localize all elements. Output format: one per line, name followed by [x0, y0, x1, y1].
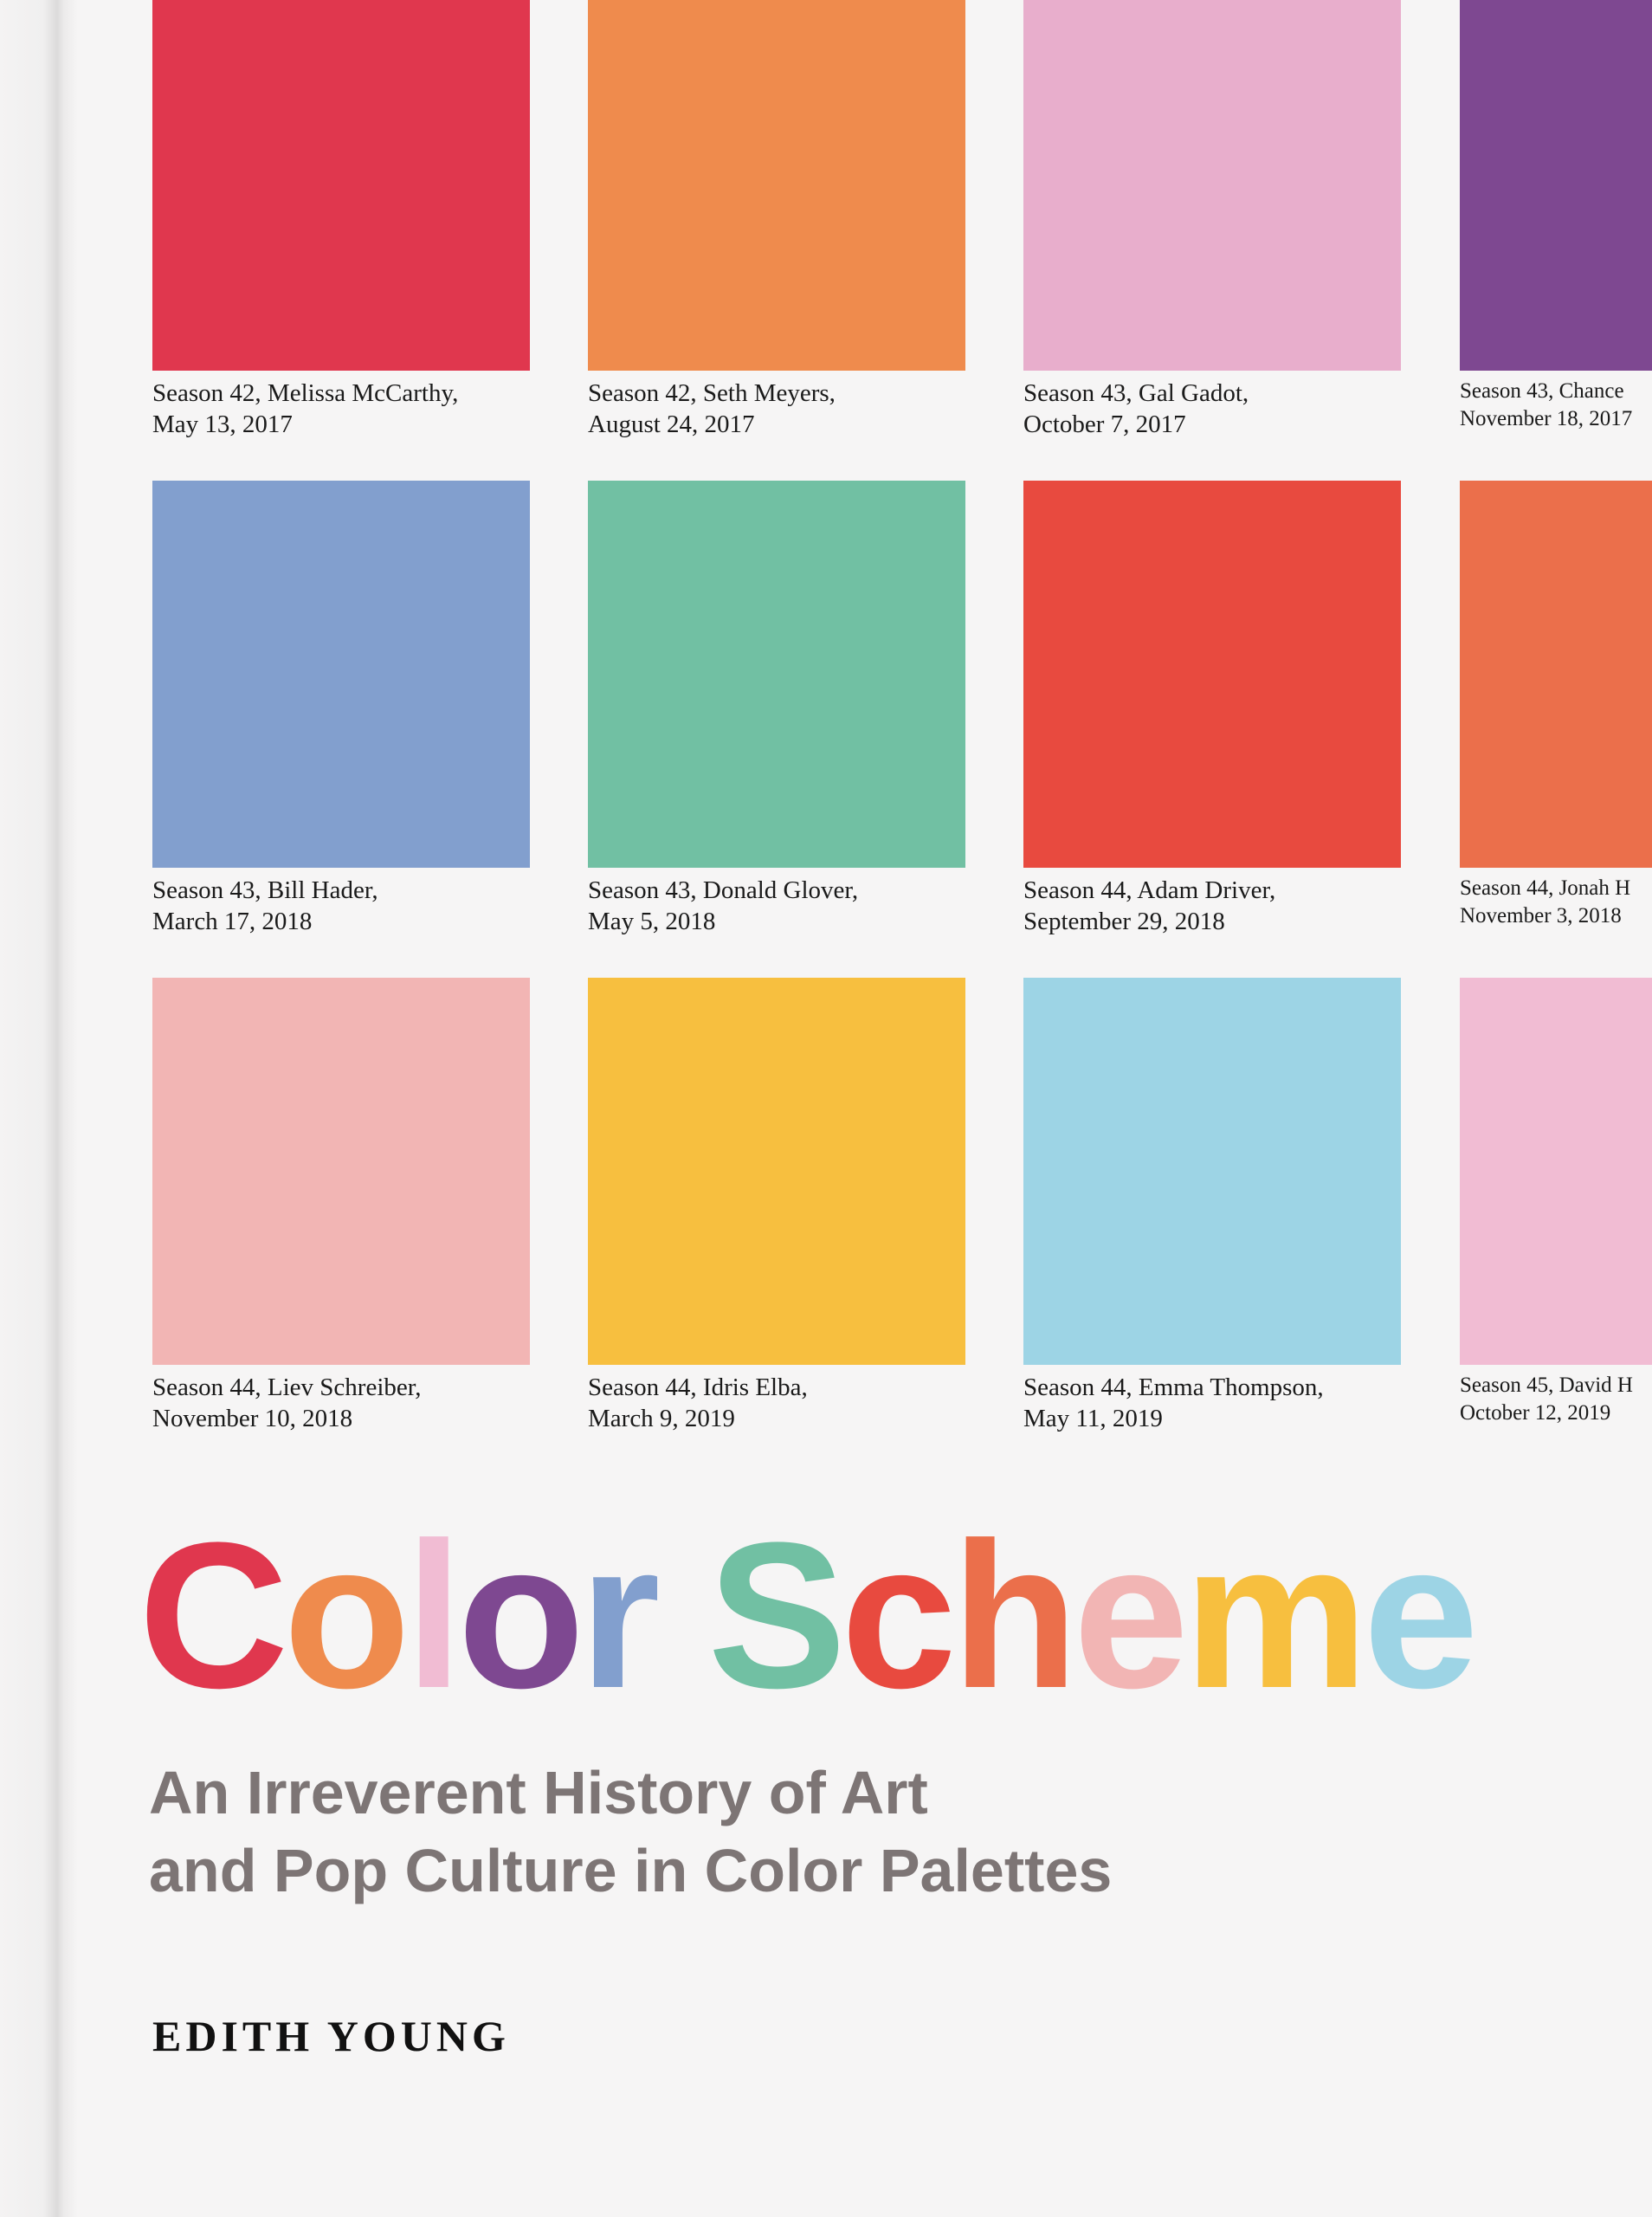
swatch-caption: Season 44, Adam Driver, September 29, 201… [1023, 875, 1439, 937]
caption-line: Season 43, Gal Gadot, [1023, 379, 1249, 407]
swatch-caption: Season 43, Donald Glover, May 5, 2018 [588, 875, 1003, 937]
caption-line: March 9, 2019 [588, 1405, 735, 1432]
color-swatch [152, 0, 530, 371]
title-letter: m [1183, 1499, 1368, 1731]
book-spine-shadow [0, 0, 78, 2217]
swatch-caption: Season 43, Chance November 18, 2017 [1460, 378, 1652, 433]
caption-line: Season 45, David H [1460, 1374, 1633, 1397]
swatch-caption: Season 44, Idris Elba, March 9, 2019 [588, 1372, 1003, 1434]
swatch-caption: Season 42, Seth Meyers, August 24, 2017 [588, 378, 1003, 440]
title-letter [655, 1499, 708, 1731]
caption-line: Season 43, Donald Glover, [588, 876, 859, 904]
caption-line: November 3, 2018 [1460, 904, 1622, 928]
caption-line: October 12, 2019 [1460, 1401, 1611, 1425]
title-letter: h [951, 1499, 1079, 1731]
color-swatch [1023, 0, 1401, 371]
title-letter: C [139, 1499, 288, 1731]
caption-line: September 29, 2018 [1023, 908, 1225, 935]
subtitle-line-1: An Irreverent History of Art [149, 1759, 928, 1826]
swatch-caption: Season 42, Melissa McCarthy, May 13, 2017 [152, 378, 568, 440]
caption-line: Season 44, Adam Driver, [1023, 876, 1276, 904]
swatch-caption: Season 44, Emma Thompson, May 11, 2019 [1023, 1372, 1439, 1434]
caption-line: Season 44, Emma Thompson, [1023, 1374, 1324, 1401]
caption-line: November 10, 2018 [152, 1405, 353, 1432]
caption-line: Season 42, Seth Meyers, [588, 379, 836, 407]
color-swatch [152, 978, 530, 1365]
swatch-caption: Season 43, Bill Hader, March 17, 2018 [152, 875, 568, 937]
swatch-caption: Season 44, Liev Schreiber, November 10, 2… [152, 1372, 568, 1434]
color-swatch [1460, 481, 1652, 868]
title-letter: o [457, 1499, 585, 1731]
color-swatch [1023, 978, 1401, 1365]
caption-line: Season 44, Jonah H [1460, 876, 1631, 900]
color-swatch [588, 978, 965, 1365]
caption-line: Season 43, Chance [1460, 379, 1624, 403]
color-swatch [152, 481, 530, 868]
book-title: Color Scheme [139, 1498, 1479, 1732]
title-letter: e [1363, 1499, 1479, 1731]
color-swatch [588, 481, 965, 868]
subtitle-line-2: and Pop Culture in Color Palettes [149, 1837, 1113, 1904]
title-letter: S [707, 1499, 846, 1731]
color-swatch [588, 0, 965, 371]
caption-line: November 18, 2017 [1460, 407, 1633, 430]
caption-line: Season 43, Bill Hader, [152, 876, 378, 904]
color-swatch [1460, 978, 1652, 1365]
caption-line: Season 44, Idris Elba, [588, 1374, 808, 1401]
caption-line: May 5, 2018 [588, 908, 716, 935]
color-swatch [1460, 0, 1652, 371]
swatch-caption: Season 45, David H October 12, 2019 [1460, 1372, 1652, 1427]
caption-line: May 11, 2019 [1023, 1405, 1163, 1432]
caption-line: May 13, 2017 [152, 410, 293, 438]
title-letter: e [1073, 1499, 1190, 1731]
caption-line: Season 42, Melissa McCarthy, [152, 379, 459, 407]
caption-line: Season 44, Liev Schreiber, [152, 1374, 422, 1401]
caption-line: October 7, 2017 [1023, 410, 1186, 438]
caption-line: August 24, 2017 [588, 410, 755, 438]
swatch-caption: Season 43, Gal Gadot, October 7, 2017 [1023, 378, 1439, 440]
book-subtitle: An Irreverent History of Art and Pop Cul… [149, 1754, 1112, 1910]
title-letter: l [404, 1499, 463, 1731]
color-swatch [1023, 481, 1401, 868]
title-letter: r [579, 1499, 660, 1731]
caption-line: March 17, 2018 [152, 908, 313, 935]
title-letter: o [283, 1499, 410, 1731]
author-name: EDITH YOUNG [152, 2012, 510, 2060]
swatch-caption: Season 44, Jonah H November 3, 2018 [1460, 875, 1652, 930]
title-letter: c [841, 1499, 957, 1731]
